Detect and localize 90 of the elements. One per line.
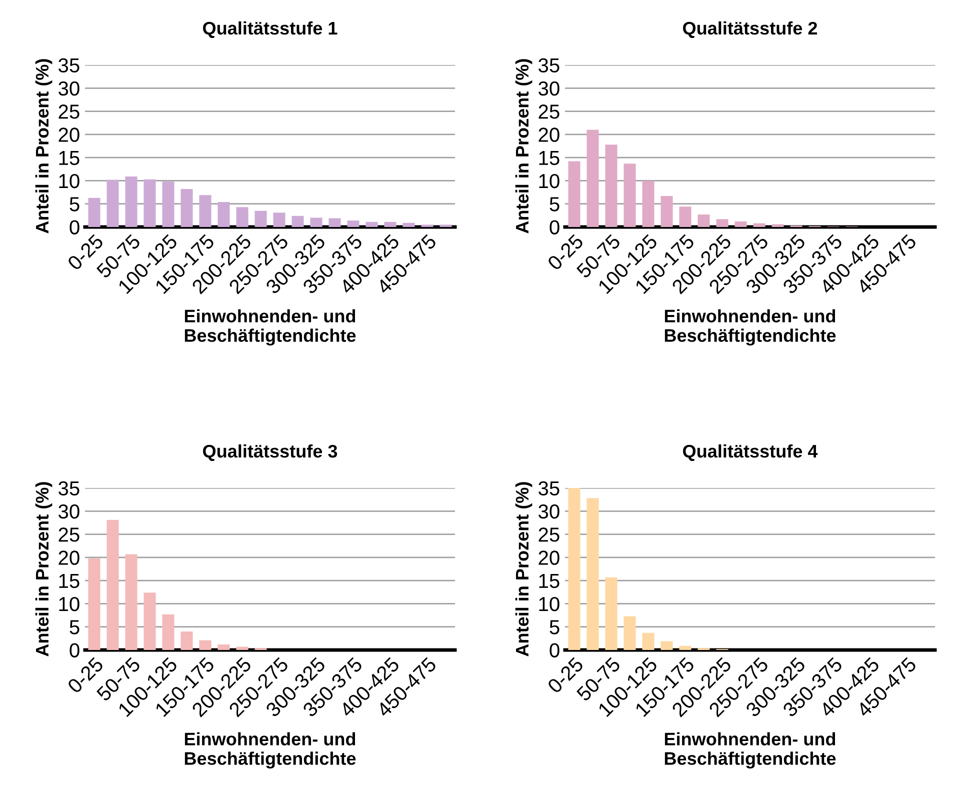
- bar: [605, 144, 618, 227]
- bar: [125, 176, 138, 227]
- bar: [273, 212, 286, 227]
- y-tick-label: 20: [58, 128, 80, 142]
- y-tick-label: 35: [58, 481, 80, 496]
- bar: [328, 218, 341, 227]
- y-tick-label: 25: [538, 528, 560, 542]
- y-axis-title: Anteil in Prozent (%): [515, 59, 532, 234]
- y-tick-label: 15: [539, 574, 560, 588]
- y-tick-label: 10: [539, 596, 560, 612]
- y-axis-title: Anteil in Prozent (%): [35, 482, 52, 656]
- y-tick-label: 25: [58, 104, 80, 119]
- y-tick-label: 0: [70, 643, 80, 658]
- y-tick-label: 5: [550, 197, 560, 212]
- bar: [106, 520, 119, 650]
- bar: [199, 195, 212, 227]
- x-axis-title: Einwohnenden- und Beschäftigtendichte: [664, 309, 836, 346]
- bar: [162, 182, 174, 227]
- y-tick-label: 30: [58, 81, 80, 96]
- bar: [88, 558, 100, 650]
- bar: [586, 130, 599, 227]
- y-tick-label: 20: [58, 550, 80, 565]
- y-tick-label: 35: [538, 58, 560, 72]
- bar: [162, 614, 174, 650]
- bar: [698, 214, 710, 227]
- bar: [236, 646, 248, 650]
- x-axis-title: Einwohnenden- und Beschäftigtendichte: [664, 732, 836, 769]
- bar: [642, 180, 654, 227]
- bar: [660, 196, 673, 227]
- chart-title: Qualitätsstufe 4: [683, 444, 818, 461]
- y-tick-label: 20: [538, 128, 560, 142]
- bar: [144, 179, 156, 227]
- bar: [310, 218, 322, 227]
- bar: [568, 488, 580, 650]
- bar: [734, 221, 747, 227]
- bar: [753, 223, 766, 227]
- y-tick-label: 35: [538, 481, 560, 496]
- x-axis-title: Einwohnenden- und Beschäftigtendichte: [184, 732, 356, 769]
- bar: [679, 206, 692, 227]
- y-tick-label: 5: [70, 620, 80, 634]
- bar: [180, 189, 193, 227]
- bar: [772, 224, 784, 227]
- y-axis-title: Anteil in Prozent (%): [515, 482, 532, 656]
- y-tick-label: 20: [538, 550, 560, 565]
- bar: [144, 592, 156, 650]
- bar: [568, 161, 580, 227]
- bar: [218, 202, 230, 227]
- y-tick-label: 30: [538, 81, 560, 96]
- bar: [236, 207, 248, 227]
- x-axis-title: Einwohnenden- und Beschäftigtendichte: [184, 309, 356, 346]
- chart-title: Qualitätsstufe 2: [683, 21, 818, 38]
- y-tick-label: 10: [59, 174, 80, 188]
- y-tick-label: 15: [59, 574, 80, 588]
- bar: [716, 219, 728, 227]
- y-tick-label: 0: [550, 220, 560, 234]
- y-tick-label: 0: [550, 643, 560, 658]
- bar: [679, 646, 692, 650]
- y-tick-label: 15: [59, 151, 80, 166]
- bar: [292, 216, 304, 227]
- bar: [586, 498, 599, 650]
- y-tick-label: 10: [59, 596, 80, 612]
- bar: [199, 640, 212, 650]
- bar: [125, 554, 138, 650]
- bar: [624, 164, 636, 227]
- bar: [347, 220, 360, 227]
- y-tick-label: 25: [538, 104, 560, 119]
- y-axis-title: Anteil in Prozent (%): [35, 59, 52, 234]
- bar: [402, 222, 415, 227]
- y-tick-label: 5: [70, 197, 80, 212]
- bar: [88, 198, 100, 227]
- chart-title: Qualitätsstufe 1: [203, 21, 338, 38]
- bar: [660, 641, 673, 650]
- bar: [605, 577, 618, 650]
- bar: [106, 180, 119, 227]
- bar: [384, 222, 396, 227]
- bar: [218, 644, 230, 650]
- bar: [624, 616, 636, 650]
- y-tick-label: 35: [58, 58, 80, 72]
- bar: [180, 631, 193, 650]
- y-tick-label: 0: [70, 220, 80, 234]
- y-tick-label: 30: [58, 504, 80, 519]
- y-tick-label: 25: [58, 528, 80, 542]
- bar: [254, 210, 267, 227]
- bar: [366, 222, 378, 227]
- y-tick-label: 30: [538, 504, 560, 519]
- y-tick-label: 10: [539, 174, 560, 188]
- y-tick-label: 15: [539, 151, 560, 166]
- y-tick-label: 5: [550, 620, 560, 634]
- chart-title: Qualitätsstufe 3: [203, 444, 338, 461]
- bar: [642, 632, 654, 650]
